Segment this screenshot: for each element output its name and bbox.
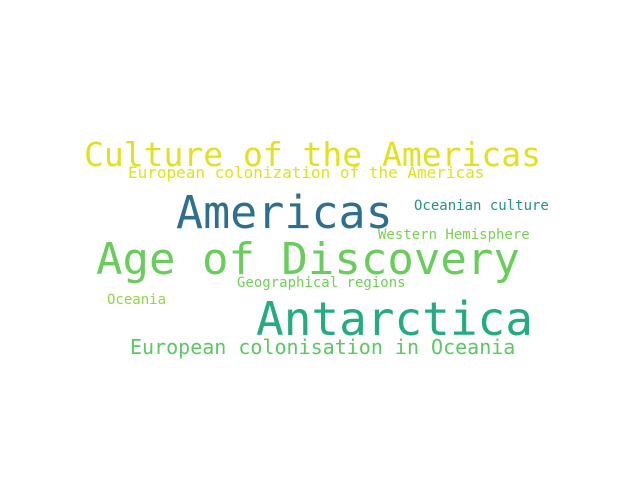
- word-western-hemisphere: Western Hemisphere: [378, 227, 530, 243]
- word-americas: Americas: [176, 186, 393, 239]
- word-european-colonization-of-the-americas: European colonization of the Americas: [128, 163, 485, 182]
- word-european-colonisation-in-oceania: European colonisation in Oceania: [130, 335, 516, 359]
- word-age-of-discovery: Age of Discovery: [96, 234, 520, 285]
- word-antarctica: Antarctica: [256, 292, 533, 346]
- word-oceanian-culture: Oceanian culture: [414, 198, 549, 214]
- word-oceania: Oceania: [107, 292, 167, 308]
- word-geographical-regions: Geographical regions: [237, 275, 406, 291]
- word-culture-of-the-americas: Culture of the Americas: [84, 135, 541, 174]
